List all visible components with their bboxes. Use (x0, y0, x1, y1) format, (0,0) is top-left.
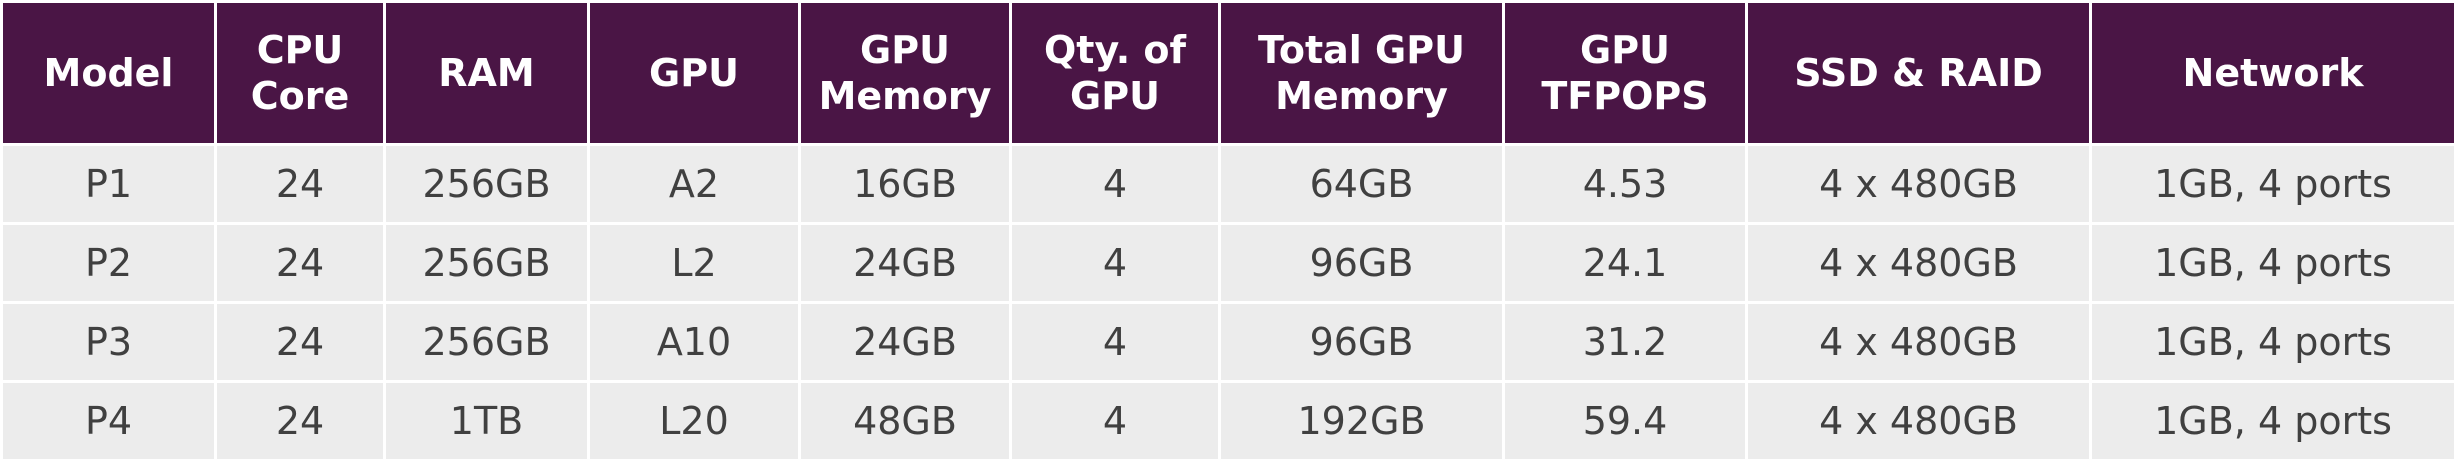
header-cell: SSD & RAID (1745, 0, 2092, 146)
header-cell: Total GPU Memory (1218, 0, 1505, 146)
table-cell: 16GB (798, 143, 1012, 225)
table-cell: 24GB (798, 222, 1012, 304)
table-cell: 64GB (1218, 143, 1505, 225)
table-cell: 256GB (383, 301, 590, 383)
header-row: Model CPU Core RAM GPU GPU Memory Qty. of GPU… (0, 0, 2454, 146)
table-cell: 4 (1009, 143, 1221, 225)
header-cell: CPU Core (214, 0, 386, 146)
table-cell: P2 (0, 222, 217, 304)
table-cell: A2 (587, 143, 801, 225)
table-cell: 24 (214, 222, 386, 304)
header-cell: Model (0, 0, 217, 146)
header-cell: RAM (383, 0, 590, 146)
table-cell: 192GB (1218, 380, 1505, 462)
table-cell: 48GB (798, 380, 1012, 462)
table-cell: 24.1 (1502, 222, 1748, 304)
table-cell: 256GB (383, 222, 590, 304)
table-cell: L20 (587, 380, 801, 462)
table-cell: A10 (587, 301, 801, 383)
table-cell: 1GB, 4 ports (2089, 380, 2454, 462)
table-row: P1 24 256GB A2 16GB 4 64GB 4.53 4 x 480GB 1GB, 4 … (0, 143, 2454, 225)
table-cell: 1TB (383, 380, 590, 462)
table-cell: P4 (0, 380, 217, 462)
table-cell: L2 (587, 222, 801, 304)
table-cell: 24GB (798, 301, 1012, 383)
table-body: P1 24 256GB A2 16GB 4 64GB 4.53 4 x 480GB 1GB, 4 … (0, 143, 2454, 462)
header-cell: GPU Memory (798, 0, 1012, 146)
table-cell: 96GB (1218, 222, 1505, 304)
table-cell: 4 (1009, 301, 1221, 383)
table-cell: 4.53 (1502, 143, 1748, 225)
header-cell: GPU TFPOPS (1502, 0, 1748, 146)
table-cell: P1 (0, 143, 217, 225)
table-cell: 1GB, 4 ports (2089, 301, 2454, 383)
table-cell: 256GB (383, 143, 590, 225)
table-cell: 4 x 480GB (1745, 222, 2092, 304)
table-cell: 24 (214, 143, 386, 225)
table-cell: 31.2 (1502, 301, 1748, 383)
table-cell: 4 x 480GB (1745, 143, 2092, 225)
header-cell: Network (2089, 0, 2454, 146)
table-cell: 24 (214, 380, 386, 462)
table-row: P3 24 256GB A10 24GB 4 96GB 31.2 4 x 480GB 1GB, 4… (0, 301, 2454, 383)
table-cell: 96GB (1218, 301, 1505, 383)
table-cell: 1GB, 4 ports (2089, 222, 2454, 304)
table-row: P2 24 256GB L2 24GB 4 96GB 24.1 4 x 480GB 1GB, 4 … (0, 222, 2454, 304)
table-row: P4 24 1TB L20 48GB 4 192GB 59.4 4 x 480GB 1GB, 4 … (0, 380, 2454, 462)
table-cell: 4 x 480GB (1745, 301, 2092, 383)
table-cell: 1GB, 4 ports (2089, 143, 2454, 225)
table-cell: 4 (1009, 222, 1221, 304)
table-cell: P3 (0, 301, 217, 383)
table-cell: 24 (214, 301, 386, 383)
header-cell: GPU (587, 0, 801, 146)
header-cell: Qty. of GPU (1009, 0, 1221, 146)
table-cell: 4 (1009, 380, 1221, 462)
table-cell: 4 x 480GB (1745, 380, 2092, 462)
table-cell: 59.4 (1502, 380, 1748, 462)
